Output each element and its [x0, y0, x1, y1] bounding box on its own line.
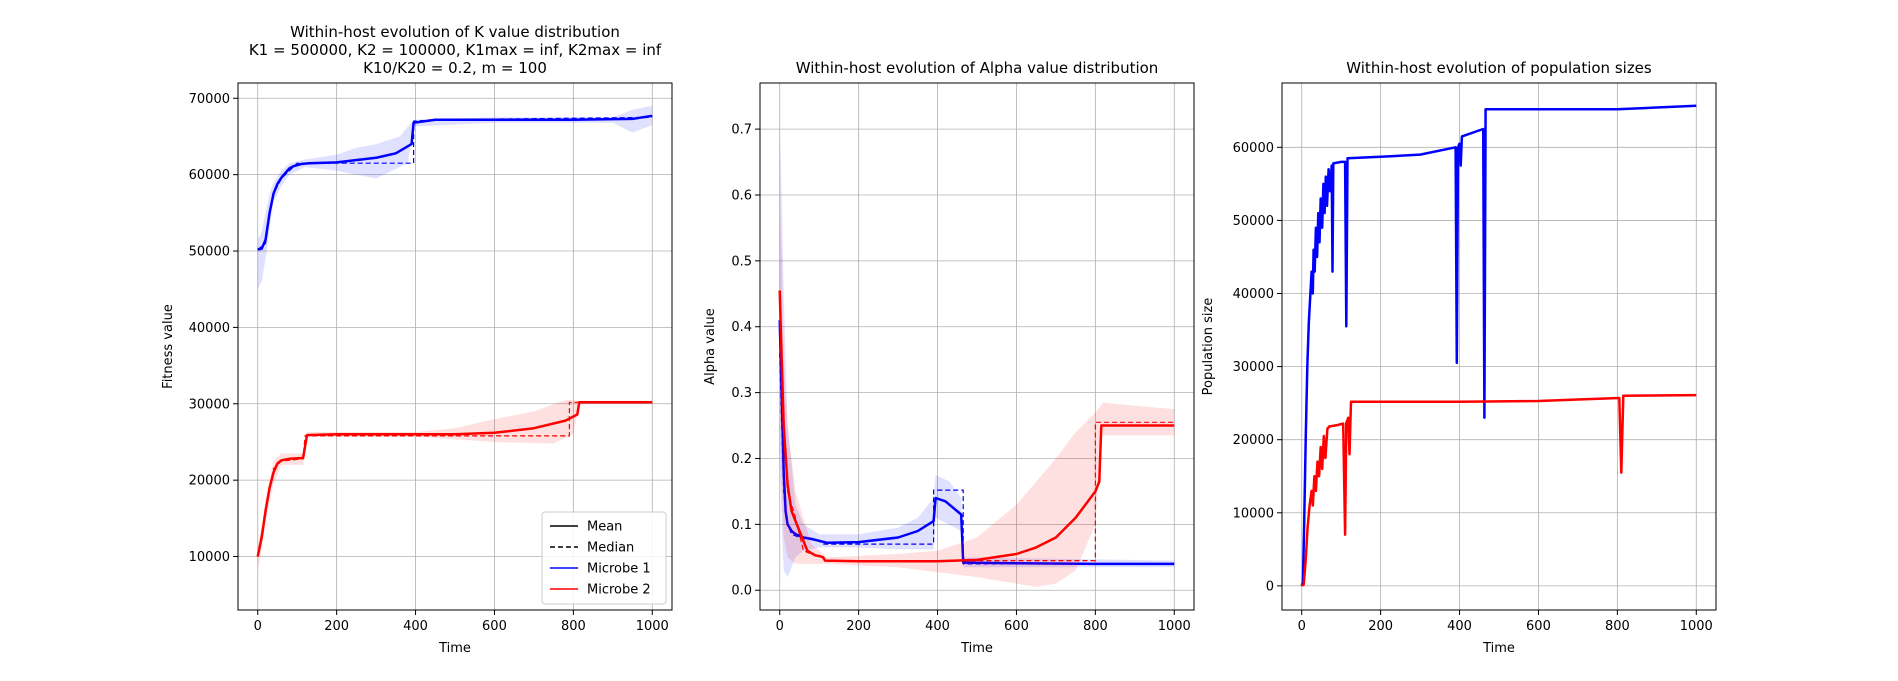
x-axis-label: Time: [438, 641, 471, 656]
chart-title: K10/K20 = 0.2, m = 100: [363, 59, 547, 77]
band-microbe-2: [779, 195, 1175, 587]
legend-box: [541, 511, 667, 605]
plot-area: [256, 105, 653, 572]
x-tick-label: 200: [1368, 619, 1393, 634]
y-tick-label: 40000: [189, 321, 230, 336]
band-microbe-1: [257, 105, 653, 290]
y-tick-label: 0.3: [731, 386, 752, 401]
x-tick-label: 600: [1004, 619, 1029, 634]
y-tick-label: 60000: [1233, 141, 1274, 156]
x-axis-label: Time: [960, 641, 993, 656]
chart-alpha-value: 0 200 400 600 800 1000 0.0 0.1 0.2 0.3 0.4 0.5 0.6 0.…: [703, 59, 1195, 656]
y-tick-label: 0.6: [731, 188, 752, 203]
mean-line-microbe-1: [778, 320, 1175, 566]
chart-title: Within-host evolution of population size…: [1346, 59, 1652, 77]
y-tick-label: 0: [1266, 579, 1274, 594]
axes-frame: [237, 82, 673, 611]
legend: Mean Median Microbe 1 Microbe 2: [541, 511, 667, 605]
x-tick-label: 0: [1298, 619, 1306, 634]
y-tick-label: 30000: [1233, 360, 1274, 375]
line-microbe-2: [1300, 393, 1697, 587]
legend-label-microbe-2: Microbe 2: [587, 583, 651, 598]
mean-line-microbe-1: [257, 114, 653, 251]
x-tick-label: 200: [846, 619, 871, 634]
legend-label-microbe-1: Microbe 1: [587, 562, 651, 577]
chart-population-sizes: 0 200 400 600 800 100001000020000300004000050…: [1201, 59, 1717, 656]
axes-frame: [759, 82, 1195, 611]
y-tick-label: 40000: [1233, 287, 1274, 302]
line-microbe-1: [1300, 104, 1697, 587]
y-tick-label: 0.2: [731, 452, 752, 467]
x-tick-label: 0: [254, 619, 262, 634]
x-tick-label: 1000: [1158, 619, 1191, 634]
y-tick-label: 30000: [189, 397, 230, 412]
y-tick-label: 70000: [189, 92, 230, 107]
y-axis-label: Alpha value: [703, 308, 718, 385]
legend-label-median: Median: [587, 541, 634, 556]
y-tick-label: 50000: [189, 245, 230, 260]
y-tick-label: 10000: [1233, 506, 1274, 521]
y-tick-label: 20000: [1233, 433, 1274, 448]
mean-line-microbe-2: [778, 290, 1175, 563]
y-tick-label: 0.4: [731, 320, 752, 335]
axes-frame: [1281, 82, 1717, 611]
y-tick-label: 0.0: [731, 584, 752, 599]
y-tick-label: 10000: [189, 550, 230, 565]
plot-area: [778, 129, 1175, 587]
y-tick-label: 0.5: [731, 254, 752, 269]
chart-k-value: 0 200 400 600 800 1000 10000 20000 30000 40000 500…: [161, 23, 673, 656]
chart-title: Within-host evolution of Alpha value dis…: [796, 59, 1159, 77]
y-tick-label: 0.1: [731, 518, 752, 533]
x-tick-label: 600: [1526, 619, 1551, 634]
median-line-microbe-1: [257, 116, 653, 250]
y-tick-label: 50000: [1233, 214, 1274, 229]
x-tick-label: 1000: [636, 619, 669, 634]
x-axis-label: Time: [1482, 641, 1515, 656]
chart-title: K1 = 500000, K2 = 100000, K1max = inf, K…: [249, 41, 662, 59]
band-microbe-1: [779, 129, 1175, 578]
x-tick-label: 600: [482, 619, 507, 634]
x-tick-label: 800: [1083, 619, 1108, 634]
band-microbe-2: [257, 400, 653, 572]
y-tick-label: 60000: [189, 168, 230, 183]
x-tick-label: 400: [403, 619, 428, 634]
x-tick-label: 800: [1605, 619, 1630, 634]
x-tick-label: 400: [1447, 619, 1472, 634]
y-tick-label: 0.7: [731, 123, 752, 138]
mean-line-microbe-2: [256, 401, 653, 557]
x-tick-label: 0: [776, 619, 784, 634]
plot-area: [1300, 104, 1697, 587]
y-tick-label: 20000: [189, 474, 230, 489]
chart-title: Within-host evolution of K value distrib…: [290, 23, 620, 41]
legend-label-mean: Mean: [587, 520, 622, 535]
x-tick-label: 1000: [1680, 619, 1713, 634]
y-axis-label: Population size: [1201, 298, 1216, 396]
x-tick-label: 400: [925, 619, 950, 634]
y-axis-label: Fitness value: [161, 304, 176, 389]
x-tick-label: 200: [324, 619, 349, 634]
x-tick-label: 800: [561, 619, 586, 634]
